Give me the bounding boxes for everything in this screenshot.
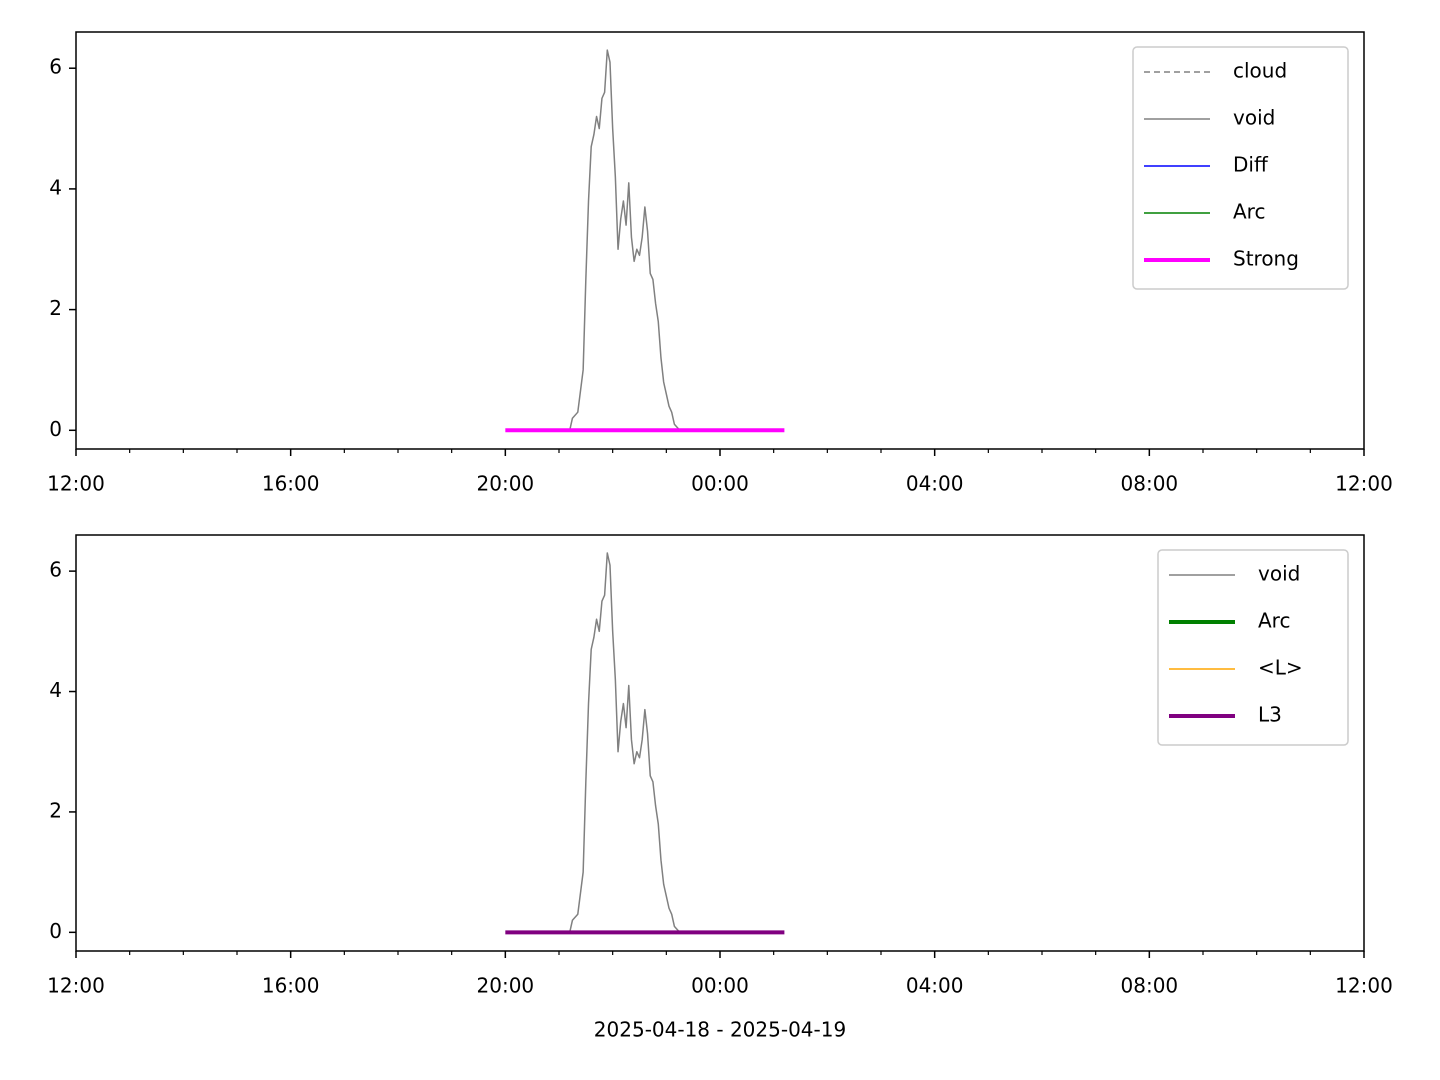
axes-frame bbox=[75, 534, 1365, 952]
x-tick-label: 12:00 bbox=[47, 974, 105, 998]
x-tick-label: 08:00 bbox=[1121, 974, 1179, 998]
y-tick-label: 4 bbox=[49, 678, 62, 702]
legend-label: void bbox=[1233, 106, 1275, 130]
x-tick-label: 16:00 bbox=[262, 472, 320, 496]
x-tick-label: 08:00 bbox=[1121, 472, 1179, 496]
y-tick-label: 4 bbox=[49, 175, 62, 199]
x-tick-label: 12:00 bbox=[47, 472, 105, 496]
x-tick-label: 12:00 bbox=[1335, 472, 1393, 496]
x-tick-label: 00:00 bbox=[691, 472, 749, 496]
y-tick-label: 2 bbox=[49, 296, 62, 320]
x-tick-label: 00:00 bbox=[691, 974, 749, 998]
x-tick-label: 12:00 bbox=[1335, 974, 1393, 998]
y-tick-label: 2 bbox=[49, 798, 62, 822]
x-tick-label: 04:00 bbox=[906, 974, 964, 998]
y-tick-label: 6 bbox=[49, 55, 62, 79]
y-tick-label: 0 bbox=[49, 417, 62, 441]
legend-label: Arc bbox=[1233, 200, 1265, 224]
x-tick-label: 04:00 bbox=[906, 472, 964, 496]
x-tick-label: 16:00 bbox=[262, 974, 320, 998]
legend-label: L3 bbox=[1258, 703, 1282, 727]
y-tick-label: 6 bbox=[49, 558, 62, 582]
x-tick-label: 20:00 bbox=[477, 472, 535, 496]
legend-label: Strong bbox=[1233, 247, 1299, 271]
y-tick-label: 0 bbox=[49, 919, 62, 943]
axes-frame bbox=[75, 31, 1365, 450]
x-axis-label: 2025-04-18 - 2025-04-19 bbox=[594, 1018, 846, 1042]
series-line bbox=[569, 49, 681, 431]
legend-label: Arc bbox=[1258, 609, 1290, 633]
x-tick-label: 20:00 bbox=[477, 974, 535, 998]
legend-label: Diff bbox=[1233, 153, 1269, 177]
series-line bbox=[569, 552, 681, 933]
legend-label: <L> bbox=[1258, 656, 1303, 680]
legend-label: void bbox=[1258, 562, 1300, 586]
legend-label: cloud bbox=[1233, 59, 1287, 83]
legend-frame bbox=[1132, 46, 1349, 290]
legend-frame bbox=[1157, 549, 1349, 746]
